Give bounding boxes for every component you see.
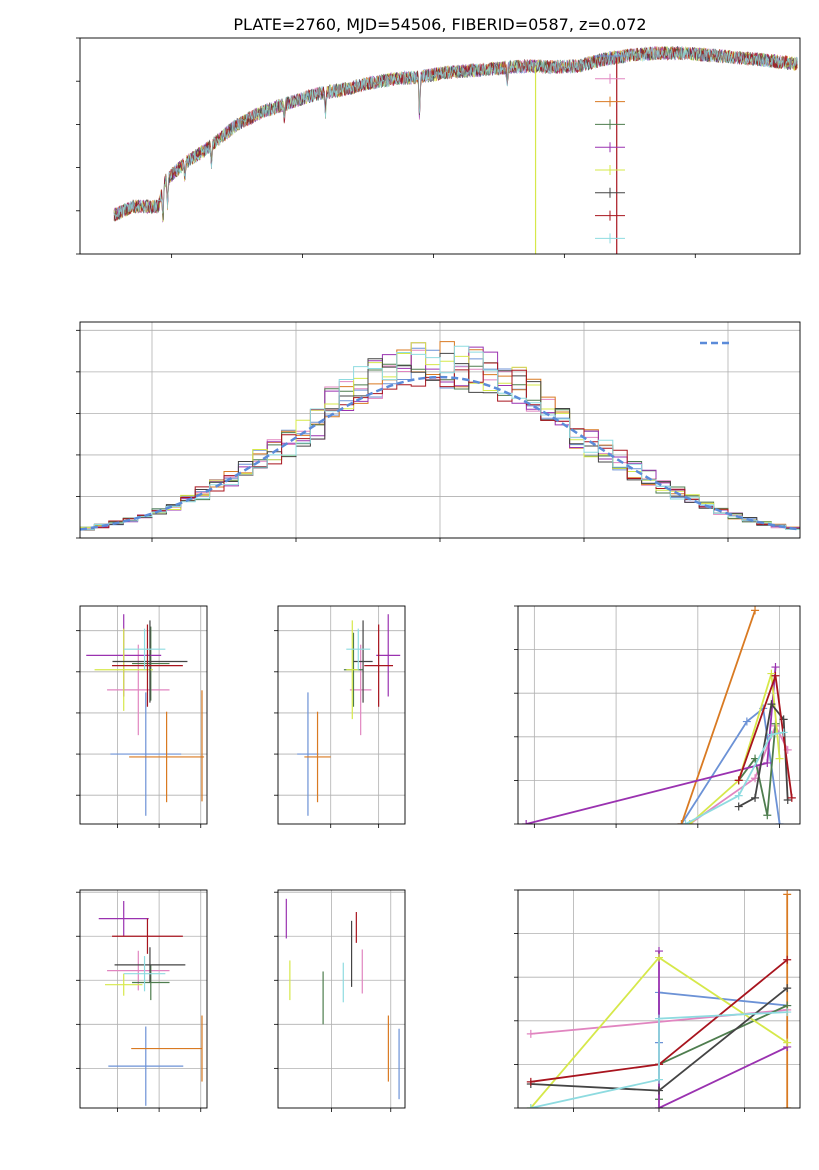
weight-point bbox=[526, 1077, 535, 1086]
weight-point bbox=[526, 1104, 535, 1108]
axes-frame bbox=[517, 889, 801, 1109]
spectrum-line bbox=[113, 46, 798, 221]
chart-age-vs-Z bbox=[76, 605, 208, 828]
weight-point bbox=[783, 796, 792, 805]
plot-area-spectrum bbox=[113, 45, 798, 254]
plot-area-age-vs-mass bbox=[297, 614, 401, 816]
weight-point bbox=[655, 1014, 663, 1023]
weight-line bbox=[658, 951, 788, 1108]
weight-point bbox=[734, 802, 743, 811]
axes-frame bbox=[79, 37, 801, 255]
weight-point bbox=[655, 953, 663, 962]
weight-point bbox=[787, 793, 796, 802]
axes-frame bbox=[79, 605, 208, 825]
weight-point bbox=[681, 820, 690, 824]
plot-area-mass-vs-Z bbox=[98, 901, 203, 1106]
weight-line bbox=[737, 723, 777, 816]
chart-mass-vs-EBV bbox=[274, 889, 406, 1112]
weight-point bbox=[767, 730, 776, 739]
weight-point bbox=[734, 791, 743, 800]
weight-line bbox=[680, 610, 756, 824]
chart-residuals bbox=[76, 321, 801, 542]
weight-point bbox=[751, 793, 760, 802]
weight-point bbox=[771, 671, 780, 680]
weight-point bbox=[775, 754, 784, 763]
chart-age-vs-mass bbox=[274, 605, 406, 828]
weight-point bbox=[775, 820, 784, 824]
chart-mass-vs-Z bbox=[76, 889, 208, 1112]
residual-histogram bbox=[80, 345, 800, 530]
weight-line bbox=[689, 673, 781, 824]
weight-point bbox=[783, 955, 792, 964]
plot-area-age-vs-Z bbox=[86, 614, 205, 816]
weight-point bbox=[763, 811, 772, 820]
chart-mass-weight-vs-Z bbox=[514, 889, 801, 1112]
axes-frame bbox=[277, 889, 406, 1109]
weight-point bbox=[783, 1038, 792, 1047]
axes-frame bbox=[277, 605, 406, 825]
axes-frame bbox=[79, 889, 208, 1109]
weight-line bbox=[689, 723, 789, 824]
weight-point bbox=[783, 1104, 792, 1108]
weight-point bbox=[742, 717, 751, 726]
weight-point bbox=[771, 663, 780, 672]
weight-line bbox=[685, 731, 784, 824]
chart-mass-weight-vs-age bbox=[514, 605, 801, 828]
weight-point bbox=[767, 700, 776, 709]
weight-point bbox=[783, 890, 792, 899]
weight-point bbox=[779, 728, 788, 737]
chart-spectrum bbox=[76, 37, 801, 258]
normal-reference-curve bbox=[80, 375, 800, 531]
weight-point bbox=[655, 1075, 663, 1084]
axes-frame bbox=[79, 321, 801, 539]
weight-line bbox=[530, 1011, 788, 1108]
weight-point bbox=[655, 1104, 663, 1108]
weight-line bbox=[525, 666, 777, 824]
weight-point bbox=[767, 669, 776, 678]
weight-point bbox=[783, 984, 792, 993]
spectrum-line bbox=[113, 46, 798, 222]
axes-frame bbox=[517, 605, 801, 825]
weight-point bbox=[655, 1086, 663, 1095]
residual-histogram bbox=[80, 362, 800, 530]
weight-point bbox=[677, 820, 686, 824]
plot-area-residuals bbox=[80, 341, 800, 531]
plot-area-mass-weight-vs-Z bbox=[526, 890, 792, 1108]
weight-point bbox=[526, 1029, 535, 1038]
weight-point bbox=[751, 606, 760, 615]
spectrum-line bbox=[113, 46, 798, 219]
plot-area-mass-weight-vs-age bbox=[522, 606, 796, 824]
weight-point bbox=[522, 820, 531, 824]
weight-point bbox=[763, 758, 772, 767]
figure-title: PLATE=2760, MJD=54506, FIBERID=0587, z=0… bbox=[233, 15, 646, 34]
weight-point bbox=[783, 1008, 792, 1017]
weight-point bbox=[734, 776, 743, 785]
plot-area-mass-vs-EBV bbox=[285, 898, 400, 1100]
